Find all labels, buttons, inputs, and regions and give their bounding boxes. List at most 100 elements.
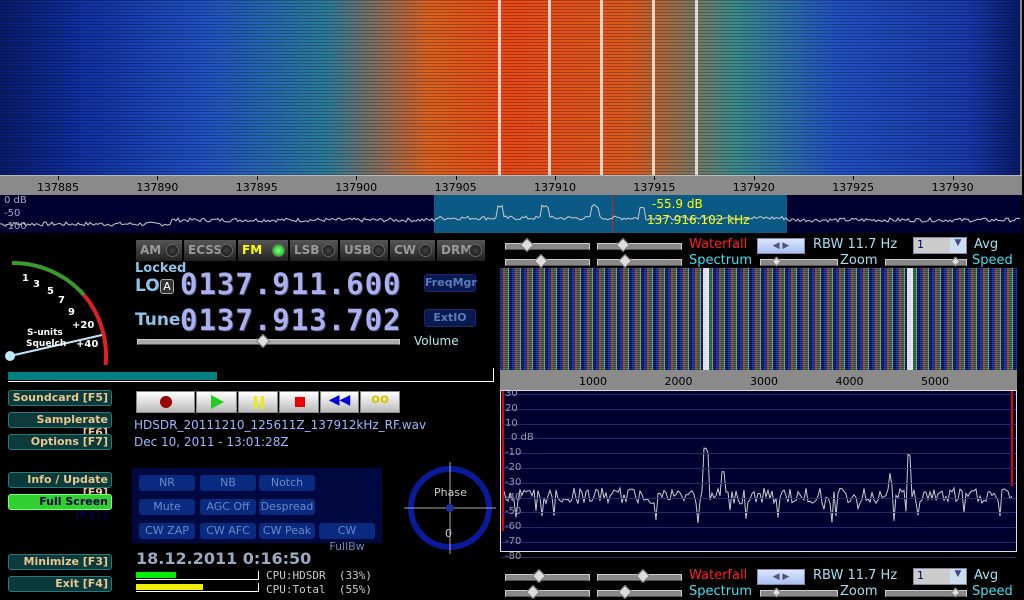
main-spectrum[interactable]: 0 dB -50 -100 -55.9 dB 137.916.102 kHz [0,195,1022,233]
db-label: -20 [505,462,522,473]
dsp-cw-zap-button[interactable]: CW ZAP [139,523,195,539]
dsp-cw-afc-button[interactable]: CW AFC [200,523,256,539]
mode-drm-button[interactable]: DRM [437,240,485,261]
mode-led-icon [272,244,285,257]
mode-fm-button[interactable]: FM [238,240,288,261]
dsp-notch-button[interactable]: Notch [259,475,315,491]
slider-knob[interactable] [615,237,631,253]
slider-knob[interactable] [950,256,961,267]
dsp-cw-fullbw-button[interactable]: CW FullBw [319,523,375,553]
bottom-rbw-arrows[interactable]: ◀ ▶ [757,569,805,585]
top-spectrum-slider-1[interactable] [597,253,682,269]
db-label: -100 [4,221,27,232]
samplerate-button[interactable]: Samplerate [F6] [8,412,112,439]
slider-knob[interactable] [950,587,961,598]
audio-spectrum[interactable]: 30 20 10 0 dB -10 -20 -30 -40 -50 -60 -70 -80 [500,388,1017,562]
mode-usb-button[interactable]: USB [340,240,388,261]
freqmgr-button[interactable]: FreqMgr [424,274,477,292]
mode-lsb-button[interactable]: LSB [290,240,338,261]
stop-button[interactable] [279,391,319,413]
filter-bandwidth-highlight[interactable] [434,195,787,233]
pause-button[interactable] [238,391,278,413]
bottom-waterfall-slider-1[interactable] [597,568,682,584]
dsp-mute-button[interactable]: Mute [139,499,195,515]
audio-frequency-axis[interactable]: 1000 2000 3000 4000 5000 [500,370,1017,390]
freq-tick [555,176,556,180]
info-update-button[interactable]: Info / Update [F9] [8,472,112,499]
record-button[interactable] [136,391,195,413]
bottom-zoom-slider[interactable] [760,587,838,598]
top-spectrum-slider-0[interactable] [505,253,590,269]
freq-label: 137895 [235,181,278,194]
db-label: 0 dB [511,432,534,444]
freq-label: 137905 [434,181,477,194]
grid-line [501,482,1016,484]
rewind-button[interactable]: ◀◀ [320,391,359,413]
mode-label: FM [242,243,263,257]
chevron-down-icon[interactable]: ▼ [950,238,966,253]
loop-button[interactable]: oo [360,391,400,413]
slider-knob[interactable] [771,256,782,267]
dsp-nr-button[interactable]: NR [139,475,195,491]
chevron-down-icon[interactable]: ▼ [950,569,966,584]
freq-label: 137910 [534,181,576,194]
extio-button[interactable]: ExtIO [424,309,476,327]
main-waterfall[interactable] [0,0,1022,175]
frequency-axis[interactable]: 137885 137890 137895 137900 137905 137910 1379… [0,175,1022,195]
freq-label: 137885 [37,181,79,194]
mode-led-icon [372,244,385,257]
top-waterfall-slider-0[interactable] [505,237,590,253]
volume-slider[interactable] [137,333,400,349]
slider-knob[interactable] [617,584,633,600]
slider-knob[interactable] [531,568,547,584]
mode-cw-button[interactable]: CW [390,240,435,261]
fullscreen-button[interactable]: Full Screen [F11] [8,494,112,521]
freq-tick [157,176,159,180]
bottom-speed-slider[interactable] [885,587,967,598]
tune-cursor-line[interactable] [612,195,613,233]
options-button[interactable]: Options [F7] [8,434,112,450]
slider-knob[interactable] [771,587,782,598]
bottom-spectrum-slider-0[interactable] [505,584,590,600]
mode-label: DRM [441,243,473,257]
dsp-cw-peak-button[interactable]: CW Peak [259,523,315,539]
bottom-avg-select[interactable]: 1 ▼ [913,568,967,585]
cpu-hdsdr-text: CPU:HDSDR (33%) [266,569,372,582]
slider-knob[interactable] [635,568,651,584]
dsp-agc-off-button[interactable]: AGC Off [200,499,256,515]
freq-tick [356,176,358,180]
minimize-button[interactable]: Minimize [F3] [8,554,112,570]
slider-knob[interactable] [519,237,535,253]
top-rbw-arrows[interactable]: ◀ ▶ [757,238,805,254]
bottom-spectrum-slider-1[interactable] [597,584,682,600]
top-spectrum-label: Spectrum [689,253,752,268]
slider-knob[interactable] [533,253,549,269]
top-speed-slider[interactable] [885,256,967,267]
exit-button[interactable]: Exit [F4] [8,576,112,592]
db-label: 20 [505,402,518,414]
top-zoom-slider[interactable] [760,256,838,267]
audio-waterfall[interactable] [500,268,1017,370]
signal-line [652,0,655,175]
freq-label: 137890 [136,181,179,194]
freq-label: 137900 [335,181,378,194]
soundcard-button[interactable]: Soundcard [F5] [8,390,112,406]
play-button[interactable] [196,391,237,413]
locked-label: Locked [135,261,187,276]
slider-knob[interactable] [525,584,541,600]
freq-label: 137925 [832,181,875,194]
mode-ecss-button[interactable]: ECSS [184,240,236,261]
top-waterfall-slider-1[interactable] [597,237,682,253]
dsp-despread-button[interactable]: Despread [259,499,315,515]
lo-frequency[interactable]: 0137.911.600 [180,267,402,301]
lo-lock-toggle[interactable]: A [160,279,174,294]
slider-knob[interactable] [617,253,633,269]
bottom-waterfall-slider-0[interactable] [505,568,590,584]
dsp-nb-button[interactable]: NB [200,475,256,491]
grid-line [501,453,1016,455]
mode-am-button[interactable]: AM [136,240,182,261]
top-avg-select[interactable]: 1 ▼ [913,237,967,254]
mode-led-icon [166,244,179,257]
db-label: -40 [505,491,522,503]
tune-frequency[interactable]: 0137.913.702 [180,303,402,337]
